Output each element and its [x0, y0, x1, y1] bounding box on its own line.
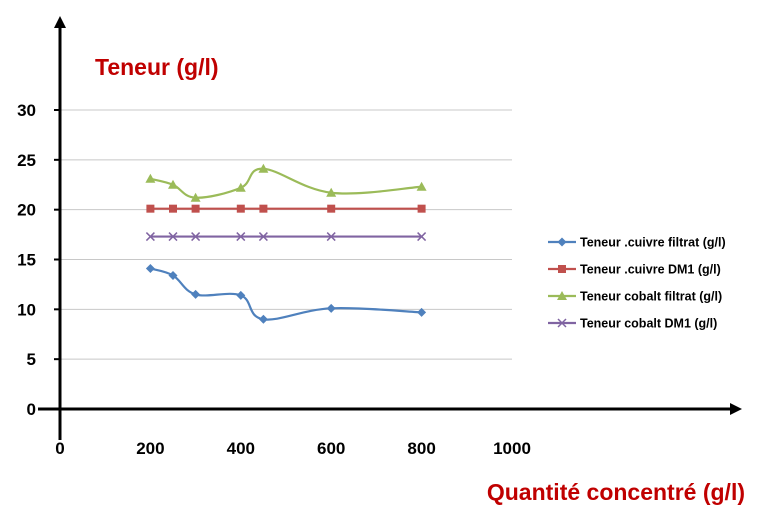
y-tick-label: 25: [17, 151, 36, 170]
legend-marker: [557, 291, 567, 300]
data-point: [145, 232, 155, 242]
legend-marker: [557, 318, 567, 328]
x-axis-title: Quantité concentré (g/l): [487, 479, 745, 505]
y-axis-title: Teneur (g/l): [95, 54, 219, 80]
series-2: [146, 204, 426, 213]
data-point: [168, 232, 178, 242]
data-point: [168, 179, 178, 189]
data-point: [235, 182, 246, 192]
y-tick-label: 15: [17, 251, 36, 270]
legend: Teneur .cuivre filtrat (g/l) Teneur .cuiv…: [548, 236, 726, 331]
data-point: [191, 289, 201, 299]
y-tick-label: 30: [17, 101, 36, 120]
legend-label: Teneur cobalt DM1 (g/l): [580, 317, 717, 331]
data-point: [327, 204, 336, 213]
y-tick-label: 20: [17, 201, 36, 220]
data-point: [236, 290, 246, 300]
legend-label: Teneur cobalt filtrat (g/l): [580, 290, 722, 304]
data-point: [169, 204, 177, 213]
x-tick-label: 1000: [493, 439, 531, 458]
data-point: [417, 232, 427, 242]
legend-item: Teneur cobalt filtrat (g/l): [548, 290, 722, 304]
series-line: [150, 167, 422, 199]
legend-item: Teneur .cuivre DM1 (g/l): [548, 263, 721, 277]
data-point: [236, 232, 246, 242]
x-tick-label: 800: [407, 439, 435, 458]
x-tick-label: 600: [317, 439, 345, 458]
series-group: [145, 163, 427, 324]
legend-label: Teneur .cuivre filtrat (g/l): [580, 236, 726, 250]
series-line: [150, 267, 422, 321]
data-point: [326, 232, 336, 242]
data-point: [258, 314, 268, 324]
series-4: [145, 232, 427, 242]
series-1: [145, 263, 427, 324]
data-point: [145, 173, 156, 183]
data-point: [417, 307, 427, 317]
data-point: [416, 181, 427, 191]
data-point: [236, 204, 245, 213]
x-tick-label: 0: [55, 439, 64, 458]
gridlines: [60, 109, 512, 360]
x-tick-label: 400: [227, 439, 255, 458]
data-point: [326, 303, 336, 313]
data-point: [417, 204, 426, 213]
legend-marker: [557, 237, 567, 247]
data-point: [258, 163, 269, 173]
data-point: [191, 232, 201, 242]
data-point: [190, 192, 201, 202]
tick-labels: 0 5 10 15 20 25 30 0 200 400 600 800 1000: [17, 101, 531, 458]
data-point: [326, 187, 337, 197]
series-3: [145, 163, 427, 202]
legend-item: Teneur .cuivre filtrat (g/l): [548, 236, 726, 250]
axes: [38, 16, 742, 440]
legend-item: Teneur cobalt DM1 (g/l): [548, 317, 717, 331]
legend-label: Teneur .cuivre DM1 (g/l): [580, 263, 721, 277]
y-tick-label: 10: [17, 300, 36, 319]
data-point: [168, 270, 178, 280]
data-point: [191, 204, 200, 213]
legend-marker: [558, 265, 566, 273]
data-point: [146, 204, 155, 213]
data-point: [145, 263, 155, 273]
data-point: [259, 204, 268, 213]
y-tick-label: 0: [27, 400, 36, 419]
x-tick-label: 200: [136, 439, 164, 458]
y-tick-label: 5: [27, 350, 36, 369]
data-point: [258, 232, 268, 242]
